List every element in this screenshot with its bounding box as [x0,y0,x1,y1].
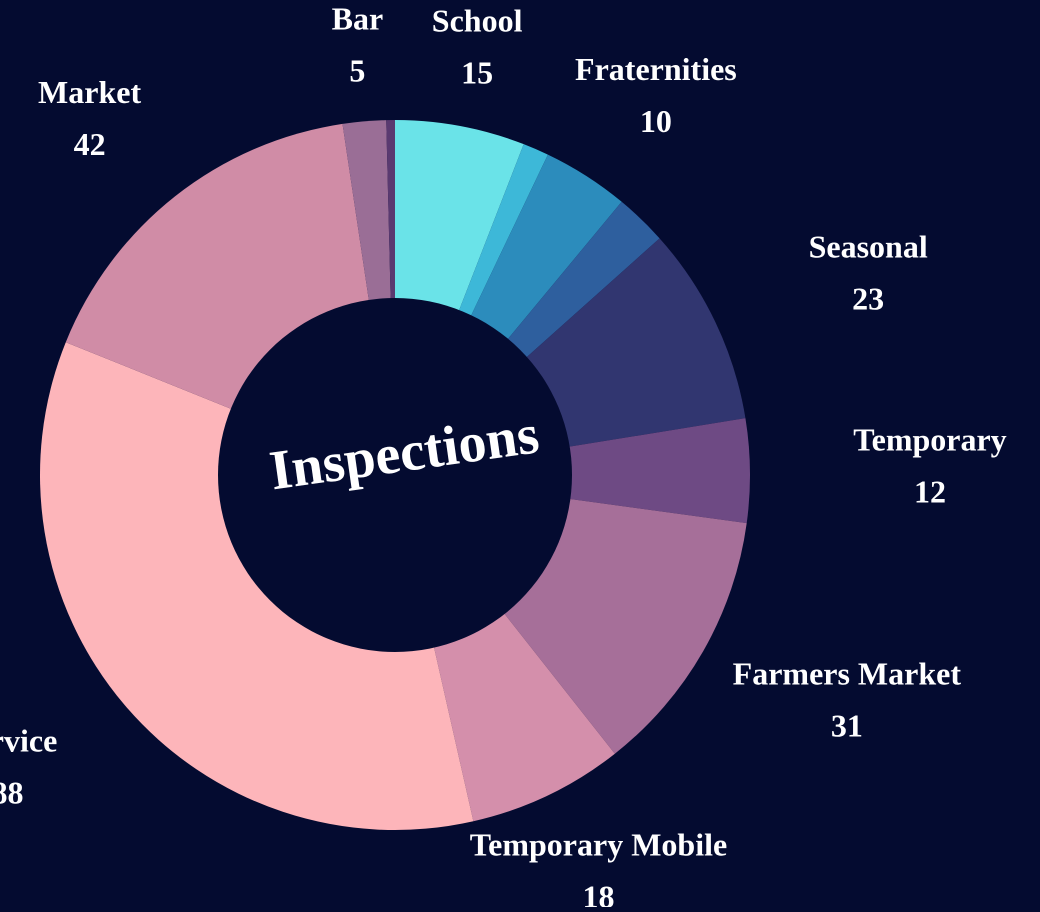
donut-hole [218,298,572,652]
data-label-name: Bar [332,0,384,36]
pie-slice [395,418,750,524]
data-label-value: 12 [914,474,946,510]
data-label-value: 31 [831,708,863,744]
data-label-value: 23 [852,281,884,317]
data-label-name: Farmers Market [733,656,962,692]
data-label-value: 15 [461,54,493,90]
data-label-name: Seasonal [809,229,928,265]
data-label-value: 18 [582,878,614,907]
data-label-value: 10 [640,103,672,139]
data-label-value: 88 [0,775,24,811]
data-label-name: School [432,2,523,38]
data-label-name: Fraternities [575,51,737,87]
data-label-value: 42 [74,126,106,162]
data-label-name: Temporary [853,422,1006,458]
labels: School 15 Fraternities 10 Seasonal 23 Temporar… [0,0,1007,912]
data-label-value: 5 [349,52,365,88]
data-label-name: Market [38,74,141,110]
data-label-name: Temporary Mobile [470,826,727,862]
data-label-name: Service [0,723,57,759]
